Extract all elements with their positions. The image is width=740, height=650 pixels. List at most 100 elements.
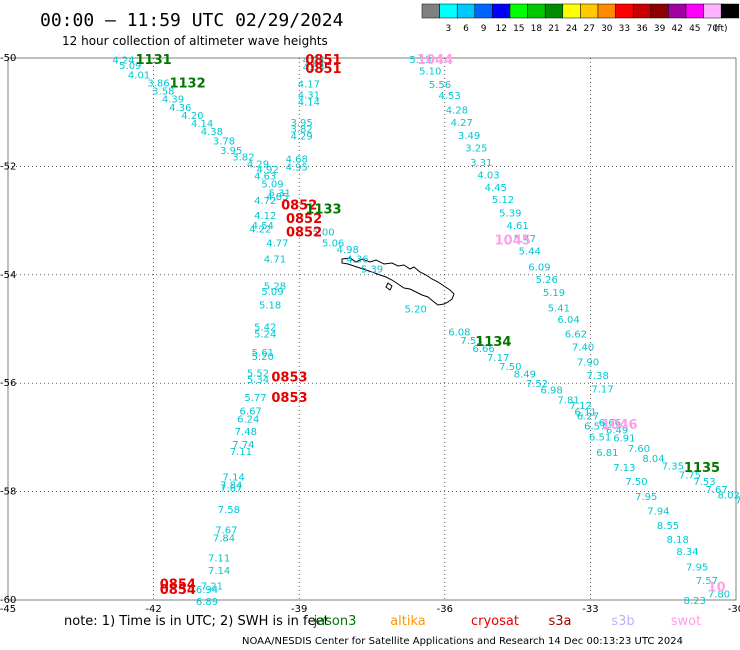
pass-label: 0854 bbox=[160, 583, 196, 598]
pass-labels: 1131113208510851104408521133085208521045… bbox=[136, 53, 726, 598]
swh-value: 7.84 bbox=[213, 534, 235, 545]
pass-label: 1135 bbox=[684, 461, 720, 476]
map-gridlines bbox=[8, 58, 736, 600]
legend-swatch bbox=[509, 3, 528, 19]
figure-subtitle: 12 hour collection of altimeter wave hei… bbox=[62, 34, 328, 48]
latitude-tick-label: -56 bbox=[0, 378, 16, 389]
swh-value: 6.67 bbox=[240, 406, 262, 417]
swh-value: 4.54 bbox=[252, 221, 274, 232]
swh-value: 4.63 bbox=[254, 172, 276, 183]
swh-value: 5.77 bbox=[244, 393, 266, 404]
swh-value: 7.74 bbox=[232, 440, 254, 451]
swh-value: 7.14 bbox=[223, 472, 245, 483]
swh-value: 4.39 bbox=[162, 95, 184, 106]
swh-value: 4.71 bbox=[264, 255, 286, 266]
satellite-legend: jason3 altika cryosat s3a s3b swot bbox=[313, 614, 702, 629]
pass-label: 1045 bbox=[495, 234, 531, 249]
legend-swatch bbox=[597, 3, 616, 19]
swh-value: 7.50 bbox=[625, 477, 647, 488]
swh-value: 4.54 bbox=[303, 63, 325, 74]
legend-swatch bbox=[527, 3, 546, 19]
legend-swatch bbox=[615, 3, 634, 19]
swh-value: 7.50 bbox=[499, 362, 521, 373]
swh-value: 6.09 bbox=[528, 263, 550, 274]
legend-tick-label: 36 bbox=[636, 24, 648, 34]
latitude-tick-label: -54 bbox=[0, 270, 16, 281]
legend-swatch bbox=[439, 3, 458, 19]
swh-value: 5.41 bbox=[548, 303, 570, 314]
swh-value: 5.12 bbox=[492, 195, 514, 206]
swh-value: 7.14 bbox=[208, 566, 230, 577]
swh-value: 6.24 bbox=[237, 414, 259, 425]
pass-label: 1132 bbox=[169, 76, 205, 91]
latitude-tick-label: -60 bbox=[0, 595, 16, 606]
swh-value: 6.91 bbox=[613, 433, 635, 444]
longitude-tick-label: -42 bbox=[145, 604, 161, 615]
swh-value: 6.94 bbox=[196, 585, 218, 596]
swh-value: 6.98 bbox=[540, 386, 562, 397]
legend-tick-label: 24 bbox=[566, 24, 578, 34]
swh-value: 6.62 bbox=[565, 329, 587, 340]
legend-swatch bbox=[456, 3, 476, 19]
swh-value: 7.60 bbox=[628, 444, 650, 455]
swh-value: 6.89 bbox=[196, 597, 218, 608]
legend-swatch bbox=[668, 3, 687, 19]
legend-tick-label: 12 bbox=[495, 24, 506, 34]
swh-value: 4.28 bbox=[446, 105, 468, 116]
swh-value: 5.20 bbox=[252, 352, 274, 363]
legend-tick-label: 45 bbox=[689, 24, 700, 34]
swh-value: 3.95 bbox=[220, 146, 242, 157]
legend-swatch bbox=[421, 3, 440, 19]
swh-value: 4.29 bbox=[290, 132, 312, 143]
legend-tick-label: 21 bbox=[548, 24, 559, 34]
swh-value: 8.55 bbox=[657, 521, 679, 532]
pass-label: 0852 bbox=[286, 225, 322, 240]
swh-value: 5.61 bbox=[252, 348, 274, 359]
swh-value: 5.18 bbox=[259, 301, 281, 312]
swh-value: 6.81 bbox=[596, 448, 618, 459]
swh-value: 7.38 bbox=[587, 371, 609, 382]
latitude-tick-label: -50 bbox=[0, 53, 16, 64]
pass-label: 1133 bbox=[305, 203, 341, 218]
swh-value: 4.03 bbox=[477, 171, 499, 182]
legend-swatch bbox=[580, 3, 599, 19]
swh-value: 4.38 bbox=[201, 127, 223, 138]
swh-value: 4.01 bbox=[128, 70, 150, 81]
swh-value: 3.49 bbox=[458, 131, 480, 142]
legend-tick-label: 42 bbox=[671, 24, 682, 34]
legend-tick-label: 18 bbox=[531, 24, 543, 34]
swh-value: 4.20 bbox=[181, 111, 203, 122]
swh-value: 4.95 bbox=[286, 162, 308, 173]
swh-value: 7.95 bbox=[635, 492, 657, 503]
swh-value: 6.49 bbox=[606, 425, 628, 436]
swh-value: 7.67 bbox=[705, 485, 727, 496]
swh-value: 7.75 bbox=[679, 470, 701, 481]
color-scale-legend: 3 6 9 12 15 18 21 24 27 30 33 36 39 42 45 70 bbox=[421, 3, 740, 34]
swh-value: 4.92 bbox=[257, 165, 279, 176]
swh-value: 5.39 bbox=[361, 264, 383, 275]
swh-value: 5.34 bbox=[247, 375, 269, 386]
south-georgia-coastline bbox=[341, 257, 455, 306]
satellite-legend-item: cryosat bbox=[471, 614, 519, 629]
swh-value: 5.09 bbox=[119, 61, 141, 72]
legend-tick-label: 30 bbox=[601, 24, 613, 34]
satellite-legend-item: s3b bbox=[611, 614, 634, 629]
swh-value: 7.35 bbox=[662, 462, 684, 473]
swh-value: 7.11 bbox=[230, 447, 252, 458]
swh-value: 7.5 bbox=[735, 496, 740, 507]
swh-value: 5.47 bbox=[514, 234, 536, 245]
swh-value: 5.09 bbox=[261, 287, 283, 298]
legend-tick-label: 6 bbox=[463, 24, 469, 34]
swh-value: 4.53 bbox=[439, 91, 461, 102]
longitude-tick-labels: -45 -42 -39 -36 -33 -30 bbox=[0, 604, 740, 615]
swh-value: 3.78 bbox=[213, 136, 235, 147]
swh-value: 5.56 bbox=[429, 80, 451, 91]
swh-value: 3.86 bbox=[147, 78, 169, 89]
swh-value: 7.11 bbox=[208, 554, 230, 565]
legend-swatch bbox=[650, 3, 669, 19]
swh-value: 7.21 bbox=[201, 581, 223, 592]
swh-value: 3.25 bbox=[465, 143, 487, 154]
swh-value: 6.08 bbox=[448, 328, 470, 339]
swh-value: 4.85 bbox=[266, 192, 288, 203]
